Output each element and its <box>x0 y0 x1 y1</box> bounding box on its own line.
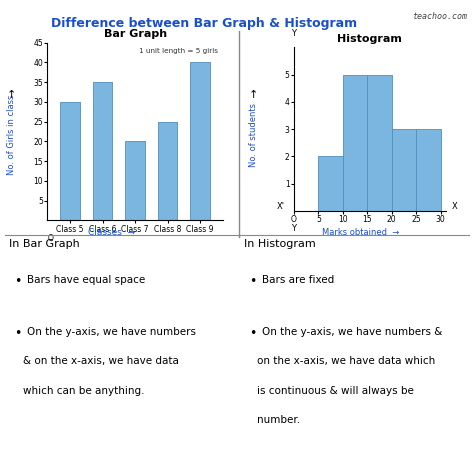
Bar <box>93 82 112 220</box>
Text: Y: Y <box>292 28 296 37</box>
Title: Histogram: Histogram <box>337 34 402 44</box>
Bar <box>158 122 177 220</box>
Text: Marks obtained  →: Marks obtained → <box>322 228 399 237</box>
Text: & on the x-axis, we have data: & on the x-axis, we have data <box>23 356 179 366</box>
Bar <box>319 156 343 211</box>
Text: Bars have equal space: Bars have equal space <box>27 275 146 285</box>
Bar <box>190 63 210 220</box>
Bar <box>367 74 392 211</box>
Text: is continuous & will always be: is continuous & will always be <box>257 386 414 396</box>
Text: Difference between Bar Graph & Histogram: Difference between Bar Graph & Histogram <box>51 17 357 29</box>
Text: No. of students: No. of students <box>249 103 258 167</box>
Text: O: O <box>47 234 53 243</box>
Title: Bar Graph: Bar Graph <box>103 29 167 39</box>
Text: On the y-axis, we have numbers: On the y-axis, we have numbers <box>27 327 197 337</box>
Text: 1 unit length = 5 girls: 1 unit length = 5 girls <box>138 48 218 54</box>
Text: which can be anything.: which can be anything. <box>23 386 144 396</box>
Text: In Histogram: In Histogram <box>244 239 316 249</box>
Text: teachoo.com: teachoo.com <box>412 12 467 21</box>
Text: Y: Y <box>292 224 296 233</box>
Text: ↑: ↑ <box>249 90 258 100</box>
Bar <box>416 129 441 211</box>
Text: ↑: ↑ <box>7 90 17 100</box>
Bar <box>60 102 80 220</box>
Text: •: • <box>249 327 256 340</box>
Text: •: • <box>14 327 22 340</box>
Text: In Bar Graph: In Bar Graph <box>9 239 80 249</box>
Text: •: • <box>249 275 256 288</box>
Bar <box>343 74 367 211</box>
Text: On the y-axis, we have numbers &: On the y-axis, we have numbers & <box>262 327 443 337</box>
Text: X: X <box>452 202 457 211</box>
Text: •: • <box>14 275 22 288</box>
Text: number.: number. <box>257 415 301 425</box>
Bar <box>125 141 145 220</box>
Text: Classes  →: Classes → <box>88 228 135 237</box>
Text: Bars are fixed: Bars are fixed <box>262 275 334 285</box>
Bar <box>392 129 416 211</box>
Text: X': X' <box>277 202 285 211</box>
Text: No. of Girls in class: No. of Girls in class <box>8 95 16 175</box>
Text: on the x-axis, we have data which: on the x-axis, we have data which <box>257 356 436 366</box>
